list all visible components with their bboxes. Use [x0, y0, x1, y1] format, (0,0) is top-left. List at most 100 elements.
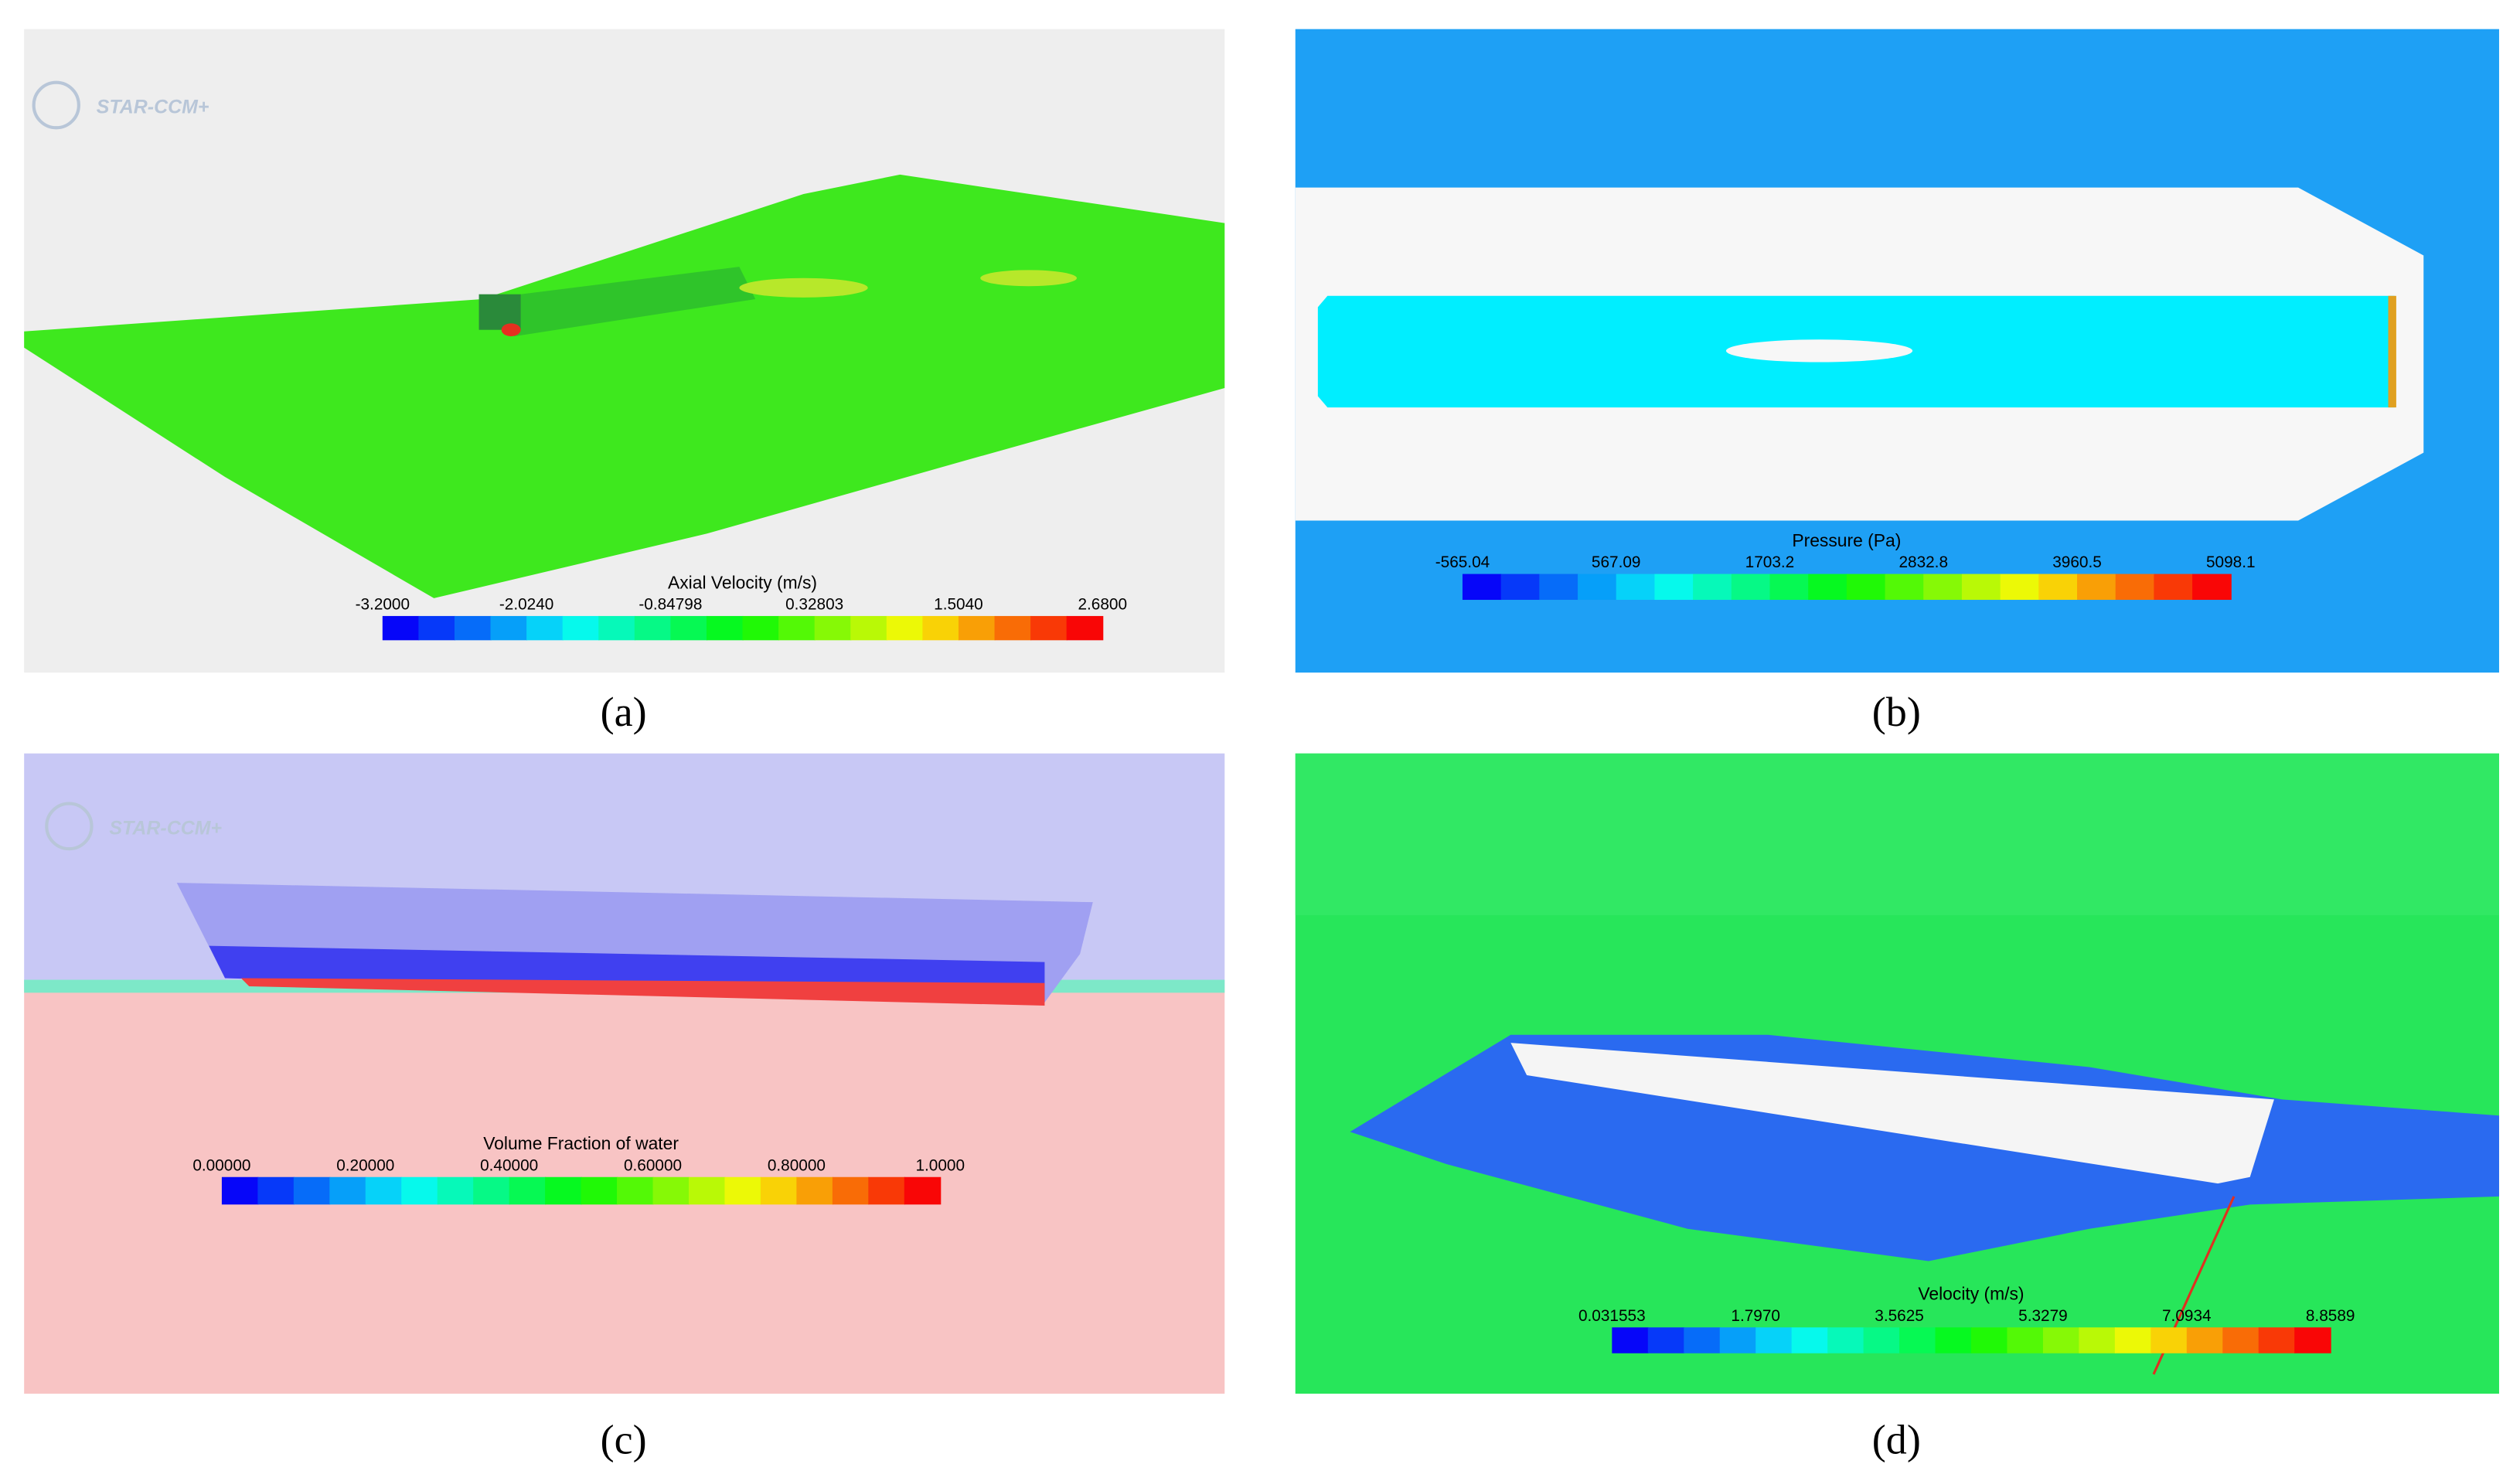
colorbar-segment: [1863, 1327, 1901, 1353]
colorbar-segment: [257, 1176, 295, 1205]
colorbar-segment: [365, 1176, 403, 1205]
logo: STAR-CCM+: [109, 817, 222, 839]
colorbar-segment: [418, 615, 456, 641]
panel-label: (c): [601, 1416, 647, 1462]
colorbar-segment: [1693, 574, 1732, 601]
colorbar-title: Velocity (m/s): [1918, 1284, 2024, 1304]
colorbar-tick-label: 1.0000: [915, 1156, 965, 1174]
colorbar-segment: [688, 1176, 726, 1205]
colorbar-segment: [922, 615, 960, 641]
colorbar-segment: [904, 1176, 942, 1205]
colorbar-segment: [2115, 574, 2155, 601]
colorbar-segment: [742, 615, 780, 641]
colorbar-segment: [652, 1176, 690, 1205]
colorbar-segment: [2192, 574, 2232, 601]
colorbar-segment: [2222, 1327, 2259, 1353]
colorbar-tick-label: -3.2000: [356, 596, 410, 614]
colorbar-segment: [473, 1176, 510, 1205]
colorbar-segment: [329, 1176, 366, 1205]
colorbar-segment: [1769, 574, 1810, 601]
colorbar-segment: [1500, 574, 1541, 601]
colorbar-segment: [2007, 1327, 2044, 1353]
colorbar-segment: [1647, 1327, 1685, 1353]
colorbar-title: Pressure (Pa): [1792, 530, 1901, 550]
colorbar-segment: [2042, 1327, 2080, 1353]
colorbar-segment: [221, 1176, 259, 1205]
colorbar-segment: [670, 615, 708, 641]
logo-icon: [32, 80, 80, 130]
colorbar-tick-label: 0.60000: [624, 1156, 682, 1174]
colorbar-segment: [509, 1176, 547, 1205]
colorbar-segment: [1846, 574, 1886, 601]
colorbar-title: Volume Fraction of water: [483, 1133, 679, 1153]
colorbar-tick-label: 2.6800: [1078, 596, 1127, 614]
colorbar-segment: [1885, 574, 1925, 601]
colorbar-title: Axial Velocity (m/s): [668, 572, 817, 592]
colorbar-segment: [617, 1176, 654, 1205]
colorbar-segment: [1612, 1327, 1649, 1353]
colorbar-segment: [2151, 1327, 2188, 1353]
colorbar-segment: [850, 615, 887, 641]
colorbar-segment: [598, 615, 635, 641]
colorbar-segment: [1539, 574, 1579, 601]
panel-a-scene: [24, 29, 1225, 673]
colorbar-tick-label: -2.0240: [499, 596, 553, 614]
colorbar-segment: [2077, 574, 2116, 601]
colorbar-segment: [814, 615, 852, 641]
colorbar-tick-label: -565.04: [1435, 553, 1490, 571]
colorbar-segment: [2114, 1327, 2152, 1353]
colorbar-segment: [1935, 1327, 1973, 1353]
colorbar-segment: [454, 615, 492, 641]
colorbar-tick-label: 0.80000: [768, 1156, 826, 1174]
colorbar-tick-label: 5.3279: [2018, 1307, 2068, 1325]
colorbar-tick-label: 0.32803: [785, 596, 843, 614]
colorbar-tick-label: 7.0934: [2162, 1307, 2212, 1325]
colorbar-segment: [1066, 615, 1104, 641]
colorbar-segment: [760, 1176, 798, 1205]
colorbar-segment: [886, 615, 924, 641]
colorbar-segment: [1578, 574, 1617, 601]
colorbar-tick-label: 2832.8: [1899, 553, 1948, 571]
colorbar-segment: [1030, 615, 1068, 641]
colorbar-tick-label: 567.09: [1592, 553, 1641, 571]
colorbar-segment: [994, 615, 1032, 641]
colorbar-segment: [1462, 574, 1502, 601]
colorbar-segment: [437, 1176, 475, 1205]
colorbar-segment: [1827, 1327, 1864, 1353]
colorbar-segment: [1731, 574, 1771, 601]
logo: STAR-CCM+: [97, 96, 209, 117]
colorbar-segment: [581, 1176, 618, 1205]
panel-d-scene: [1295, 753, 2499, 1394]
panel-c-scene: [24, 753, 1225, 1394]
colorbar-segment: [634, 615, 672, 641]
colorbar-segment: [2186, 1327, 2224, 1353]
colorbar-tick-label: 0.40000: [480, 1156, 538, 1174]
colorbar-segment: [526, 615, 564, 641]
colorbar-tick-label: 1.5040: [934, 596, 983, 614]
colorbar-tick-label: 8.8589: [2306, 1307, 2355, 1325]
colorbar-segment: [958, 615, 996, 641]
colorbar-segment: [1961, 574, 2001, 601]
colorbar-segment: [2258, 1327, 2296, 1353]
colorbar-tick-label: 0.031553: [1578, 1307, 1646, 1325]
colorbar-segment: [1684, 1327, 1721, 1353]
colorbar-segment: [562, 615, 600, 641]
panel-label: (d): [1872, 1416, 1921, 1462]
colorbar-tick-label: -0.84798: [639, 596, 702, 614]
colorbar-segment: [2154, 574, 2194, 601]
colorbar-tick-label: 5098.1: [2206, 553, 2256, 571]
colorbar-segment: [1899, 1327, 1936, 1353]
colorbar-segment: [401, 1176, 438, 1205]
colorbar-segment: [2000, 574, 2040, 601]
colorbar-tick-label: 3.5625: [1875, 1307, 1924, 1325]
colorbar-segment: [724, 1176, 761, 1205]
colorbar-segment: [490, 615, 528, 641]
colorbar-segment: [832, 1176, 870, 1205]
colorbar-segment: [1808, 574, 1847, 601]
logo-icon: [45, 802, 94, 851]
colorbar-segment: [796, 1176, 833, 1205]
colorbar-segment: [1755, 1327, 1793, 1353]
colorbar-segment: [868, 1176, 905, 1205]
